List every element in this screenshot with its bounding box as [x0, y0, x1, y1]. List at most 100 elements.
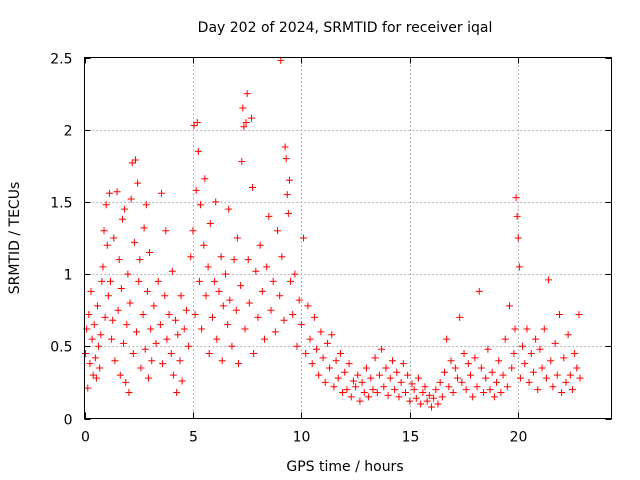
data-point-plus — [133, 328, 141, 336]
data-point-plus — [200, 241, 208, 249]
data-point-plus — [129, 350, 137, 358]
data-point-plus — [109, 316, 117, 324]
data-point-plus — [490, 393, 498, 401]
data-point-plus — [451, 364, 459, 372]
data-point-plus — [89, 371, 97, 379]
data-point-plus — [549, 383, 557, 391]
data-point-plus — [174, 331, 182, 339]
data-point-plus — [123, 321, 131, 329]
data-point-plus — [362, 364, 370, 372]
data-point-plus — [189, 227, 197, 235]
data-point-plus — [111, 357, 119, 365]
data-point-plus — [276, 292, 284, 300]
data-point-plus — [269, 277, 277, 285]
data-point-plus — [332, 357, 340, 365]
data-point-plus — [308, 360, 316, 368]
data-point-plus — [302, 350, 310, 358]
data-point-plus — [536, 345, 544, 353]
data-point-plus — [218, 357, 226, 365]
data-point-plus — [391, 386, 399, 394]
data-point-plus — [243, 90, 251, 98]
data-point-plus — [406, 397, 414, 405]
data-point-plus — [191, 311, 199, 319]
y-tick-label: 0 — [64, 413, 73, 429]
data-point-plus — [486, 386, 494, 394]
data-point-plus — [150, 302, 158, 310]
data-point-plus — [178, 377, 186, 385]
data-point-plus — [573, 364, 581, 372]
data-point-plus — [105, 189, 113, 197]
data-point-plus — [172, 316, 180, 324]
data-point-plus — [271, 328, 279, 336]
y-tick-label: 0.5 — [50, 340, 72, 356]
data-point-plus — [95, 342, 103, 350]
data-point-plus — [295, 296, 303, 304]
data-point-plus — [177, 292, 185, 300]
data-point-plus — [471, 354, 479, 362]
grid — [84, 57, 612, 419]
data-point-plus — [86, 360, 94, 368]
data-point-plus — [503, 383, 511, 391]
data-point-plus — [107, 277, 115, 285]
data-point-plus — [254, 313, 262, 321]
data-point-plus — [194, 147, 202, 155]
data-point-plus — [447, 357, 455, 365]
data-point-plus — [241, 325, 249, 333]
data-point-plus — [432, 386, 440, 394]
data-point-plus — [326, 364, 334, 372]
data-point-plus — [436, 378, 444, 386]
data-point-plus — [250, 350, 258, 358]
data-point-plus — [116, 371, 124, 379]
data-point-plus — [167, 350, 175, 358]
data-point-plus — [230, 256, 238, 264]
data-point-plus — [239, 104, 247, 112]
data-point-plus — [527, 350, 535, 358]
data-point-plus — [575, 311, 583, 319]
data-point-plus — [445, 383, 453, 391]
x-axis-label: GPS time / hours — [286, 459, 403, 475]
data-point-plus — [169, 371, 177, 379]
data-point-plus — [508, 364, 516, 372]
x-tick-label: 10 — [293, 430, 311, 446]
data-point-plus — [208, 313, 216, 321]
data-point-plus — [249, 183, 257, 191]
data-point-plus — [152, 339, 160, 347]
data-point-plus — [206, 220, 214, 228]
x-tick-label: 0 — [81, 430, 90, 446]
data-point-plus — [97, 331, 105, 339]
y-axis-label: SRMTID / TECUs — [7, 182, 23, 295]
data-point-plus — [551, 339, 559, 347]
data-point-plus — [310, 313, 318, 321]
data-point-plus — [173, 389, 181, 397]
data-point-plus — [488, 368, 496, 376]
data-point-plus — [384, 391, 392, 399]
data-point-plus — [404, 371, 412, 379]
data-point-plus — [513, 212, 521, 220]
data-point-plus — [410, 386, 418, 394]
data-point-plus — [213, 335, 221, 343]
data-point-plus — [512, 194, 520, 202]
data-point-plus — [464, 360, 472, 368]
data-point-plus — [458, 378, 466, 386]
data-point-plus — [399, 360, 407, 368]
data-point-plus — [480, 389, 488, 397]
data-point-plus — [341, 368, 349, 376]
data-point-plus — [473, 383, 481, 391]
data-point-plus — [263, 263, 271, 271]
data-point-plus — [358, 378, 366, 386]
data-point-plus — [159, 360, 167, 368]
data-point-plus — [101, 313, 109, 321]
data-point-plus — [330, 383, 338, 391]
data-point-plus — [352, 383, 360, 391]
data-point-plus — [289, 311, 297, 319]
data-point-plus — [197, 201, 205, 209]
data-point-plus — [224, 321, 232, 329]
data-point-plus — [516, 374, 524, 382]
data-point-plus — [568, 386, 576, 394]
data-point-plus — [261, 335, 269, 343]
data-point-plus — [88, 335, 96, 343]
data-point-plus — [91, 354, 99, 362]
data-point-plus — [136, 256, 144, 264]
data-point-plus — [510, 350, 518, 358]
